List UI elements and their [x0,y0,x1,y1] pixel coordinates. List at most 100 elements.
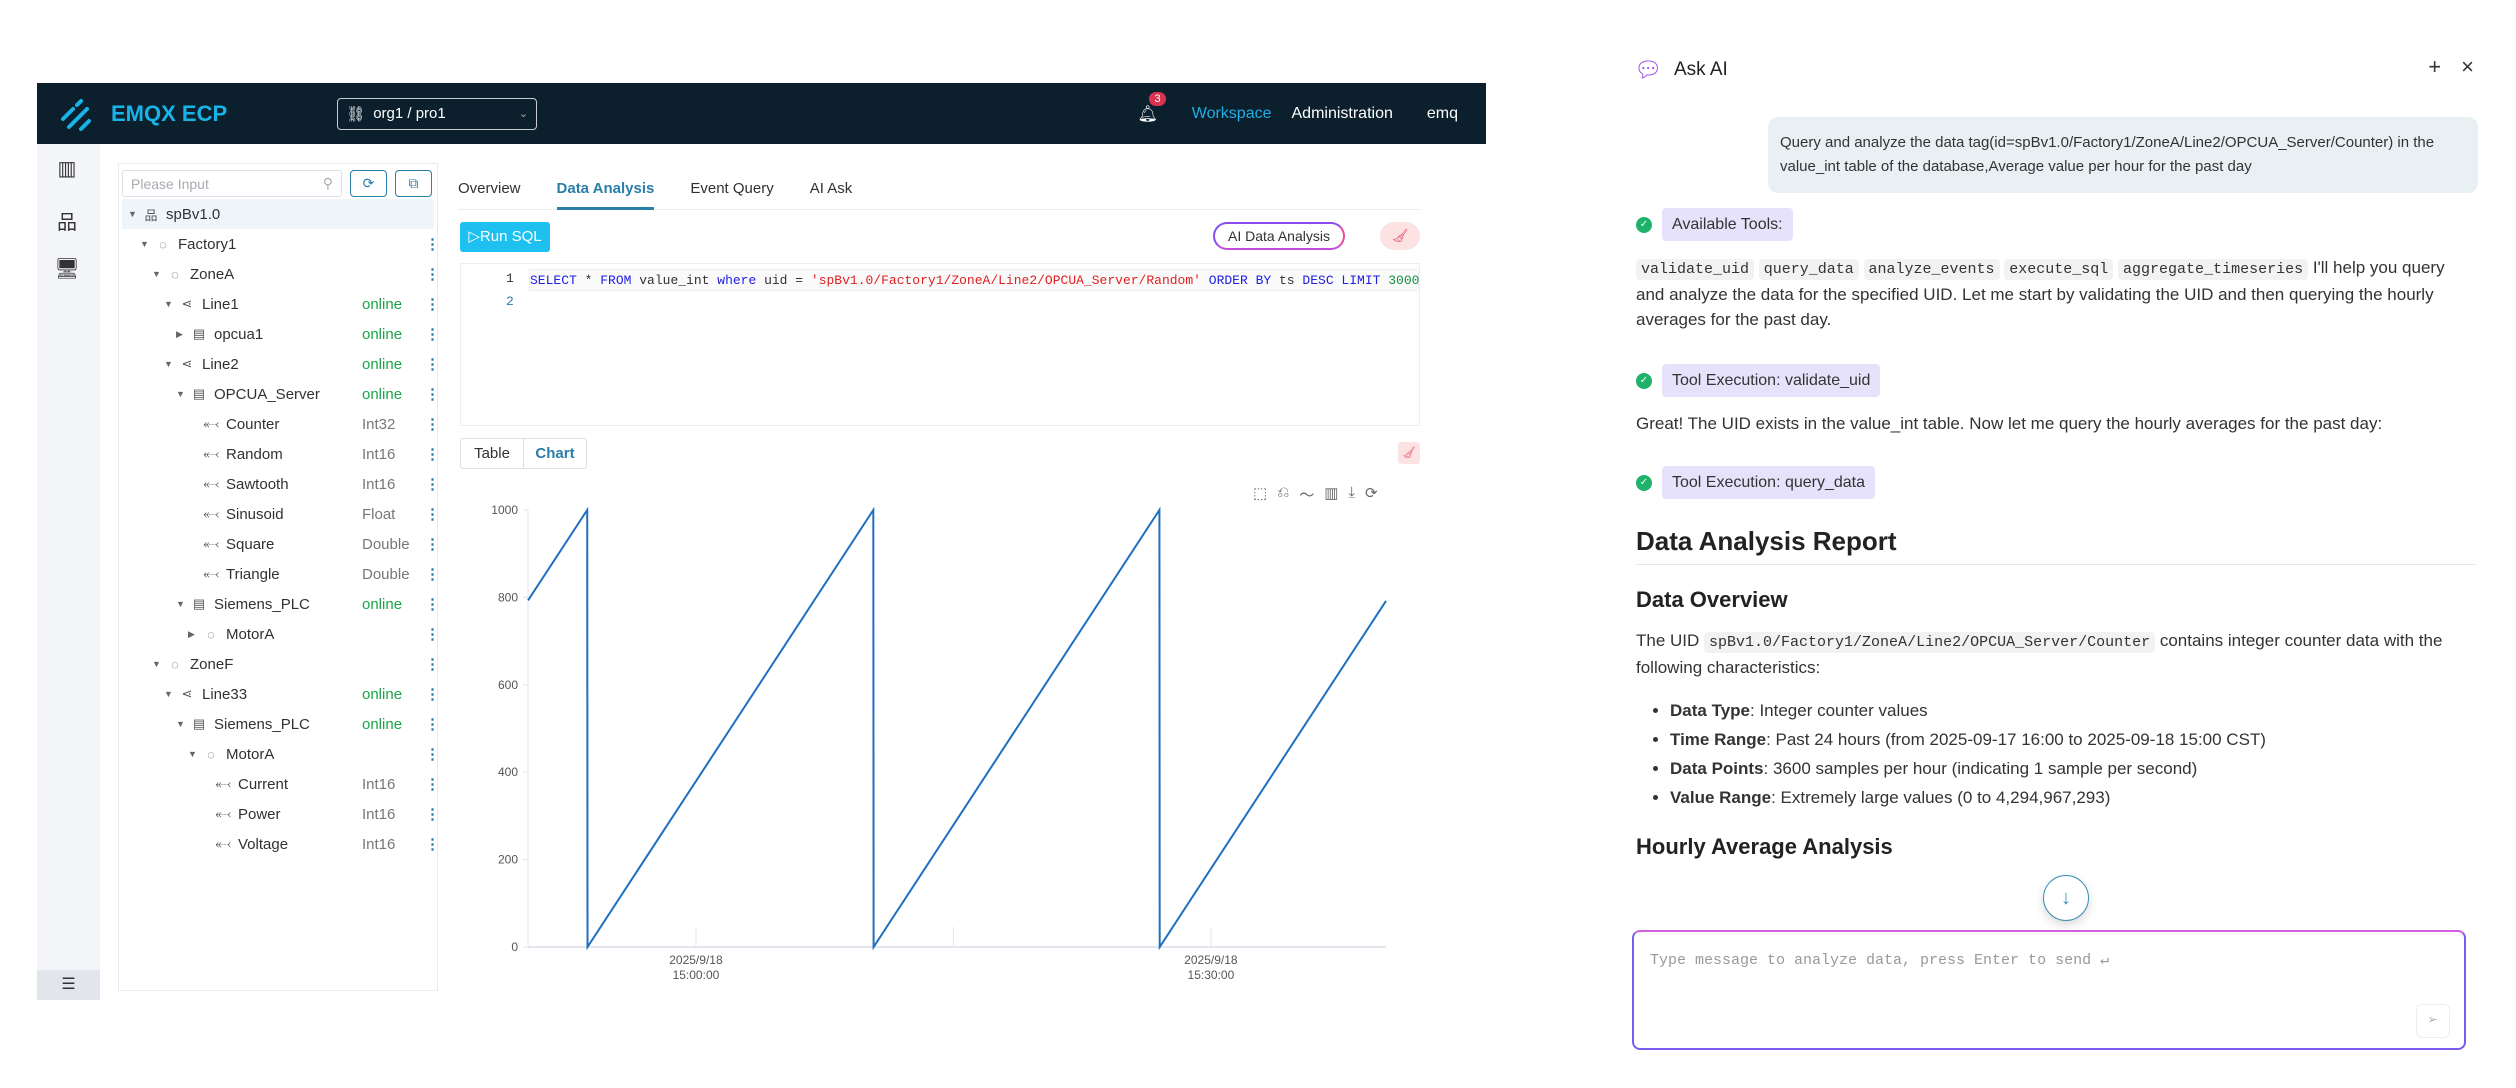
tree-node[interactable]: ▼ ◌ ZoneA ⋮ [122,259,440,289]
caret-down-icon[interactable]: ▼ [164,299,173,309]
dashboard-icon[interactable]: ▥ [57,158,77,180]
caret-right-icon[interactable]: ▶ [176,328,183,339]
clear-sql-button[interactable]: 🧹︎ [1380,222,1420,250]
more-icon[interactable]: ⋮ [425,506,440,523]
tree-node[interactable]: ▼ ▤ Siemens_PLC online ⋮ [122,589,440,619]
tree-node[interactable]: ▶ ▤ opcua1 online ⋮ [122,319,440,349]
run-sql-button[interactable]: ▷Run SQL [460,222,550,252]
line-number: 1 [506,271,514,286]
tree-node[interactable]: ⬷ Current Int16 ⋮ [122,769,440,799]
more-icon[interactable]: ⋮ [425,626,440,643]
logo[interactable]: EMQX ECP [59,97,227,131]
close-icon[interactable]: × [2461,54,2474,79]
refresh-button[interactable]: ⟳ [350,170,387,197]
org-selector[interactable]: ⛓ org1 / pro1 ⌄ [337,97,538,130]
caret-down-icon[interactable]: ▼ [176,389,185,399]
more-icon[interactable]: ⋮ [425,566,440,583]
monitor-icon[interactable]: 🖥︎ [54,258,80,280]
caret-down-icon[interactable]: ▼ [164,359,173,369]
caret-down-icon[interactable]: ▼ [128,209,137,219]
more-icon[interactable]: ⋮ [425,686,440,703]
tree-node[interactable]: ⬷ Triangle Double ⋮ [122,559,440,589]
zoom-reset-icon[interactable]: ⎌ [1277,484,1290,501]
tree-node[interactable]: ▼ ◌ ZoneF ⋮ [122,649,440,679]
more-icon[interactable]: ⋮ [425,446,440,463]
tree-node[interactable]: ▶ ◌ MotorA ⋮ [122,619,440,649]
scroll-to-bottom-button[interactable]: ↓ [2043,875,2089,921]
hourly-title: Hourly Average Analysis [1636,834,1893,859]
more-icon[interactable]: ⋮ [425,836,440,853]
caret-down-icon[interactable]: ▼ [140,239,149,249]
more-icon[interactable]: ⋮ [425,236,440,253]
status-online: online [362,355,403,373]
download-icon[interactable]: ⤓ [1348,484,1356,501]
tree-node-label: Power [238,805,281,823]
tab-data-analysis[interactable]: Data Analysis [556,178,655,210]
tree-node[interactable]: ⬷ Counter Int32 ⋮ [122,409,440,439]
clear-result-button[interactable]: 🧹︎ [1398,442,1420,464]
more-icon[interactable]: ⋮ [425,416,440,433]
tree-node[interactable]: ⬷ Sinusoid Float ⋮ [122,499,440,529]
notification-button[interactable]: 🔔︎ 3 [1137,91,1166,124]
view-chart-button[interactable]: Chart [523,439,586,468]
caret-down-icon[interactable]: ▼ [188,749,197,759]
send-button[interactable]: ➢ [2416,1004,2450,1038]
new-chat-icon[interactable]: + [2428,54,2442,79]
tree-search-input[interactable]: Please Input ⚲ [122,170,342,197]
tab-overview[interactable]: Overview [458,180,521,197]
tree-node[interactable]: ⬷ Power Int16 ⋮ [122,799,440,829]
more-icon[interactable]: ⋮ [425,296,440,313]
view-table-button[interactable]: Table [474,445,510,462]
more-icon[interactable]: ⋮ [425,806,440,823]
tree-node-label: Line2 [202,355,239,373]
more-icon[interactable]: ⋮ [425,656,440,673]
tab-event-query[interactable]: Event Query [690,180,774,197]
tree-node[interactable]: ▼ ⋖ Line2 online ⋮ [122,349,440,379]
more-icon[interactable]: ⋮ [425,596,440,613]
tree-node[interactable]: ⬷ Random Int16 ⋮ [122,439,440,469]
restore-icon[interactable]: ⟳ [1365,485,1378,502]
more-icon[interactable]: ⋮ [425,746,440,763]
menu-collapse-icon[interactable]: ☰ [37,970,100,1000]
more-icon[interactable]: ⋮ [425,476,440,493]
caret-down-icon[interactable]: ▼ [152,659,161,669]
bar-chart-icon[interactable]: ▥ [1324,485,1339,502]
ai-data-analysis-button[interactable]: AI Data Analysis [1213,222,1345,250]
line-icon: ⋖ [181,296,193,311]
ask-ai-panel: 💬︎ Ask AI + × Query and analyze the data t… [1620,40,2490,1088]
tree-node[interactable]: ▼ ⋖ Line33 online ⋮ [122,679,440,709]
more-icon[interactable]: ⋮ [425,716,440,733]
tree-node[interactable]: ▼ ▤ OPCUA_Server online ⋮ [122,379,440,409]
nav-administration[interactable]: Administration [1291,104,1393,122]
more-icon[interactable]: ⋮ [425,266,440,283]
sql-editor[interactable]: 1 2 SELECT * FROM value_int where uid = … [460,263,1420,426]
more-icon[interactable]: ⋮ [425,536,440,553]
tree-node-label: Siemens_PLC [214,595,310,613]
copy-button[interactable]: ⧉ [395,170,432,197]
tab-ai-ask[interactable]: AI Ask [809,180,853,197]
caret-right-icon[interactable]: ▶ [188,628,195,639]
chevron-down-icon: ⌄ [518,108,529,120]
tree-node[interactable]: ⬷ Voltage Int16 ⋮ [122,829,440,859]
caret-down-icon[interactable]: ▼ [176,719,185,729]
tree-node[interactable]: ▼ ⋖ Line1 online ⋮ [122,289,440,319]
more-icon[interactable]: ⋮ [425,776,440,793]
caret-down-icon[interactable]: ▼ [176,599,185,609]
tree-node[interactable]: ⬷ Sawtooth Int16 ⋮ [122,469,440,499]
topology-icon[interactable]: 品 [57,212,77,234]
tree-node[interactable]: ⬷ Square Double ⋮ [122,529,440,559]
nav-workspace[interactable]: Workspace [1191,104,1272,122]
more-icon[interactable]: ⋮ [425,356,440,373]
caret-down-icon[interactable]: ▼ [152,269,161,279]
tree-node[interactable]: ▼ ◌ Factory1 ⋮ [122,229,440,259]
more-icon[interactable]: ⋮ [425,326,440,343]
tree-node[interactable]: ▼ 品 spBv1.0 [122,199,434,229]
caret-down-icon[interactable]: ▼ [164,689,173,699]
more-icon[interactable]: ⋮ [425,386,440,403]
zoom-icon[interactable]: ⬚ [1253,485,1268,502]
tree-node[interactable]: ▼ ▤ Siemens_PLC online ⋮ [122,709,440,739]
chat-message-input[interactable]: Type message to analyze data, press Ente… [1632,930,2466,1050]
user-menu[interactable]: emq [1426,104,1458,122]
line-chart-icon[interactable]: 〜 [1299,487,1315,504]
tree-node[interactable]: ▼ ◌ MotorA ⋮ [122,739,440,769]
